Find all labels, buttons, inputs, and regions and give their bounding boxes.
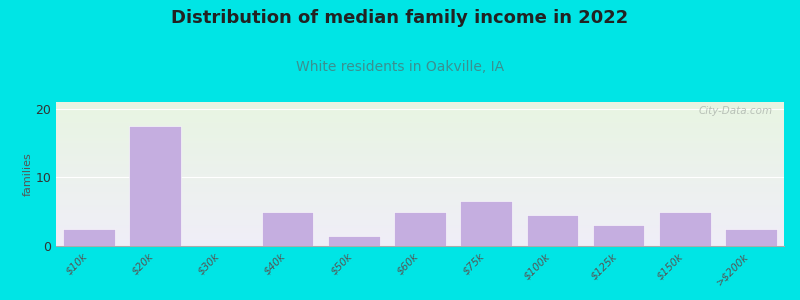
Bar <box>130 126 181 246</box>
Bar <box>328 236 380 246</box>
Text: White residents in Oakville, IA: White residents in Oakville, IA <box>296 60 504 74</box>
Text: Distribution of median family income in 2022: Distribution of median family income in … <box>171 9 629 27</box>
Y-axis label: families: families <box>22 152 33 196</box>
Bar <box>526 215 578 246</box>
Bar <box>659 212 710 246</box>
Bar <box>725 229 777 246</box>
Bar <box>63 229 115 246</box>
Bar <box>262 212 314 246</box>
Text: City-Data.com: City-Data.com <box>699 106 773 116</box>
Bar <box>460 201 512 246</box>
Bar <box>593 225 644 246</box>
Bar <box>394 212 446 246</box>
